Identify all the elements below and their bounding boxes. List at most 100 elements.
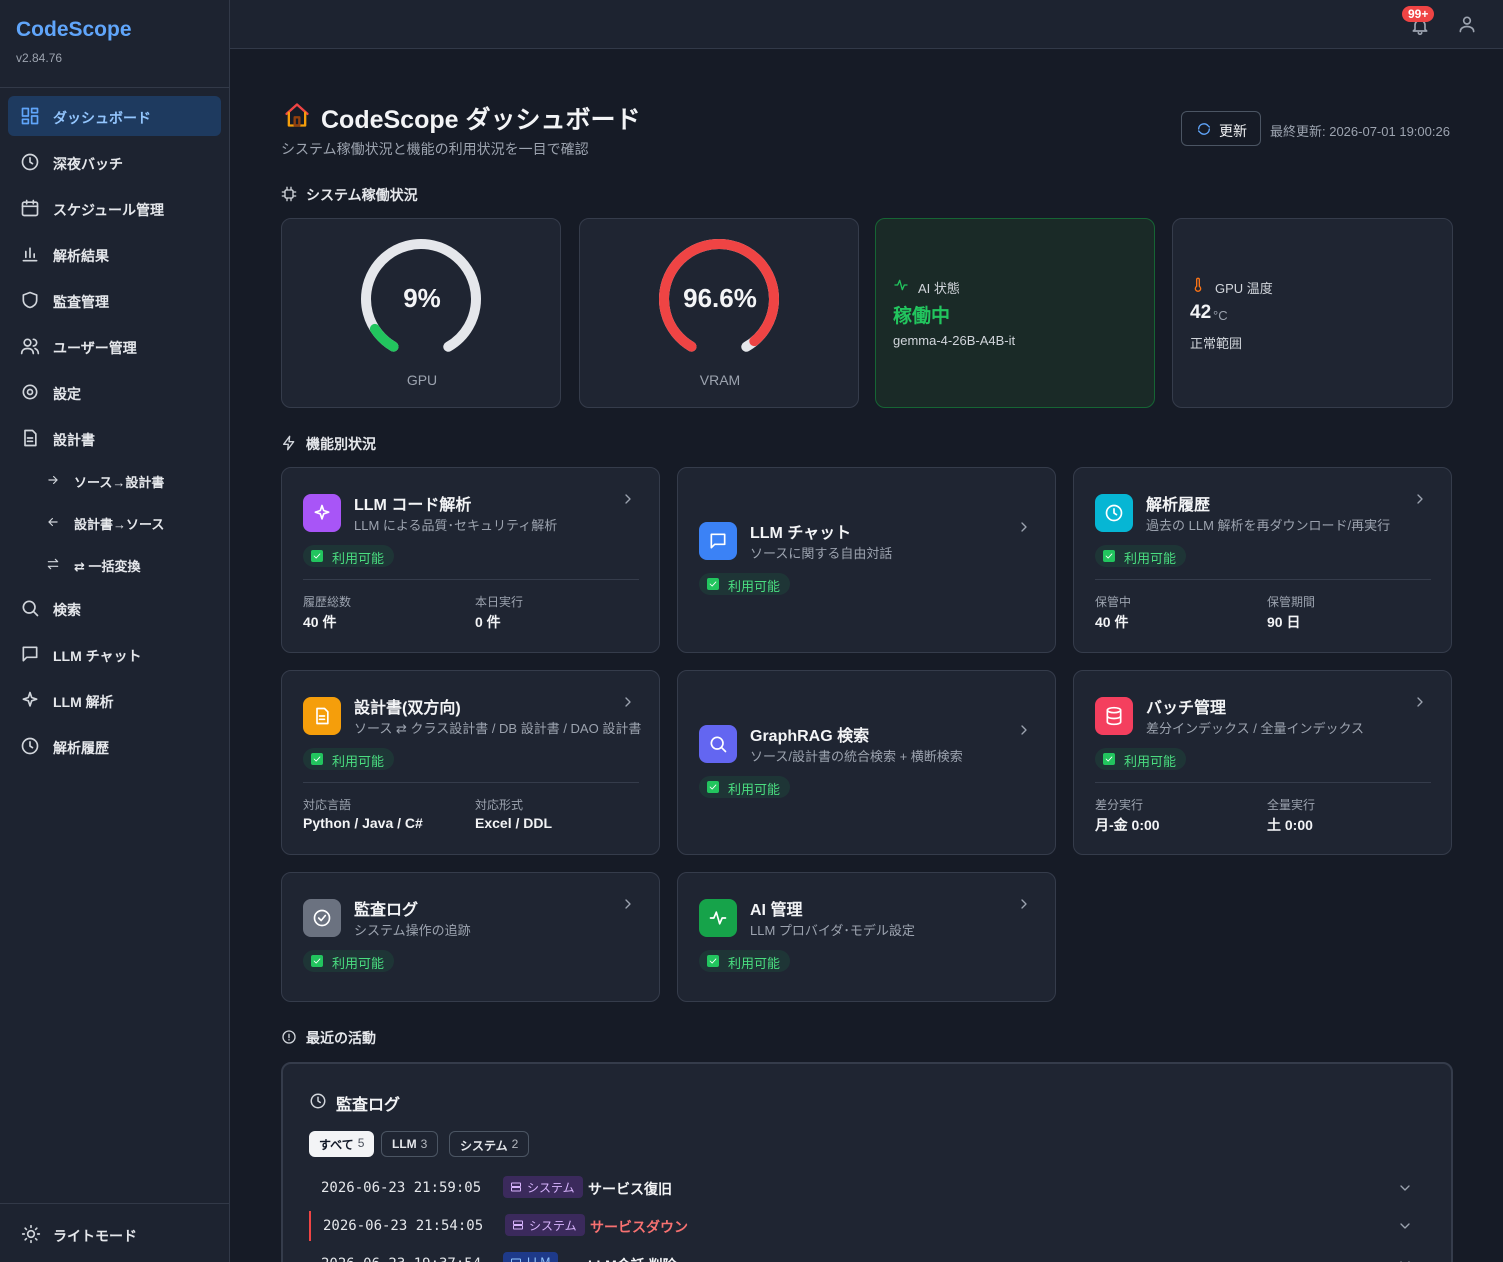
check-glyph — [313, 756, 321, 762]
gauge-label: 9% — [403, 283, 441, 313]
chevron — [625, 899, 631, 909]
nav-icon — [20, 338, 40, 355]
panel-icon — [310, 1093, 326, 1109]
divider — [1095, 782, 1431, 783]
feature-card[interactable]: LLM チャット ソースに関する自由対話 利用可能 — [677, 467, 1056, 653]
feature-card[interactable]: 設計書(双方向) ソース ⇄ クラス設計書 / DB 設計書 / DAO 設計書利… — [281, 670, 660, 855]
refresh-button[interactable]: 更新 — [1181, 111, 1261, 146]
temp-icon — [1194, 277, 1202, 292]
nav-item[interactable]: 解析結果 — [8, 234, 221, 274]
expand-chevron — [1400, 1261, 1410, 1262]
theme-toggle[interactable]: ライトモード — [8, 1214, 221, 1254]
feature-title: 監査ログ — [354, 902, 419, 919]
nav-item[interactable]: 監査管理 — [8, 280, 221, 320]
feature-title: GraphRAG 検索 — [750, 728, 870, 745]
nav-sublabel: ソース→設計書 — [74, 475, 165, 490]
log-row[interactable]: 2026-06-23 21:54:05 システム サービスダウン — [297, 1209, 1427, 1243]
gauge-name: GPU — [406, 372, 438, 388]
nav-item[interactable]: LLM 解析 — [8, 680, 221, 720]
log-tag: システム — [503, 1176, 583, 1198]
nav-subitem[interactable]: ⇄ 一括変換 — [40, 546, 220, 582]
log-time: 2026-06-23 21:59:05 — [321, 1180, 482, 1196]
stat-value: 40 件 — [303, 614, 337, 630]
feature-card[interactable]: GraphRAG 検索 ソース/設計書の統合検索 + 横断検索 利用可能 — [677, 670, 1056, 855]
nav-label: 監査管理 — [53, 294, 109, 310]
feature-card[interactable]: バッチ管理 差分インデックス / 全量インデックス 利用可能 差分実行 月-金 0:00… — [1073, 670, 1452, 855]
log-row[interactable]: 2026-06-23 19:37:54 LLM LLM会話 削除 — [297, 1247, 1427, 1262]
filter-tab[interactable]: すべて 5 — [309, 1131, 375, 1157]
nav-subitem[interactable]: ソース→設計書 — [40, 462, 220, 498]
chevron — [625, 494, 631, 504]
divider — [1095, 579, 1431, 580]
section-heading: システム稼働状況 — [306, 187, 418, 203]
feature-glyph — [1106, 706, 1122, 726]
user-menu[interactable] — [1454, 12, 1480, 38]
feature-icon — [1095, 494, 1133, 532]
theme-icon — [21, 1224, 41, 1244]
stat-label: 保管中 — [1095, 595, 1132, 609]
status-check — [707, 781, 719, 793]
topbar — [230, 0, 1503, 49]
feature-card[interactable]: AI 管理 LLM プロバイダ･モデル設定 利用可能 — [677, 872, 1056, 1002]
nav-item[interactable]: 深夜バッチ — [8, 142, 221, 182]
nav-item[interactable]: スケジュール管理 — [8, 188, 221, 228]
nav-item[interactable]: ダッシュボード — [8, 96, 221, 136]
log-tag: システム — [505, 1214, 585, 1236]
nav-item[interactable]: LLM チャット — [8, 634, 221, 674]
stat-value: 40 件 — [1095, 614, 1129, 630]
status-check — [311, 753, 323, 765]
log-tag: LLM — [503, 1252, 559, 1262]
gauge-name: VRAM — [699, 372, 741, 388]
last-updated: 最終更新: 2026-07-01 19:00:26 — [1270, 124, 1450, 139]
nav-item[interactable]: 設計書 — [8, 418, 221, 458]
log-row[interactable]: 2026-06-23 21:59:05 システム サービス復旧 — [297, 1171, 1427, 1205]
feature-glyph — [316, 707, 329, 725]
nav-item[interactable]: 検索 — [8, 588, 221, 628]
stat-value: Excel / DDL — [475, 815, 553, 831]
status-check — [707, 955, 719, 967]
nav-label: LLM チャット — [53, 648, 142, 664]
gauge-value — [361, 239, 481, 359]
section-icon — [283, 435, 295, 451]
ai-status-card: AI 状態 稼働中 gemma-4-26B-A4B-it — [875, 218, 1155, 408]
feature-card[interactable]: 解析履歴 過去の LLM 解析を再ダウンロード/再実行 利用可能 保管中 40 件 保管期… — [1073, 467, 1452, 653]
nav-subitem[interactable]: 設計書→ソース — [40, 504, 220, 540]
nav-icon — [22, 384, 38, 400]
tab-label: すべて — [319, 1138, 354, 1152]
stat-label: 全量実行 — [1267, 798, 1316, 812]
nav-item[interactable]: 解析履歴 — [8, 726, 221, 766]
nav-icon — [21, 153, 39, 171]
feature-icon — [303, 494, 341, 532]
nav-label: 解析結果 — [53, 248, 109, 264]
ai-status-icon — [894, 279, 908, 291]
filter-tab[interactable]: LLM 3 — [381, 1131, 439, 1157]
notification-badge: 99+ — [1402, 6, 1435, 22]
nav-item[interactable]: 設定 — [8, 372, 221, 412]
feature-title: 解析履歴 — [1146, 497, 1211, 514]
expand-chevron — [1400, 1223, 1410, 1229]
tag-icon — [511, 1258, 521, 1262]
filter-tab[interactable]: システム 2 — [449, 1131, 530, 1157]
stat-value: 90 日 — [1267, 614, 1301, 630]
nav-icon — [22, 646, 38, 662]
page-title: CodeScope ダッシュボード — [321, 106, 641, 134]
section-icon — [282, 1030, 296, 1044]
feature-card[interactable]: 監査ログ システム操作の追跡 利用可能 — [281, 872, 660, 1002]
log-time: 2026-06-23 19:37:54 — [321, 1256, 481, 1262]
status-pill: 利用可能 — [1095, 748, 1187, 770]
tag-icon — [513, 1220, 523, 1230]
log-event: サービス復旧 — [588, 1181, 672, 1197]
feature-description: ソース ⇄ クラス設計書 / DB 設計書 / DAO 設計書 — [354, 721, 642, 736]
status-pill: 利用可能 — [699, 776, 791, 798]
check-glyph — [709, 784, 717, 790]
nav-item[interactable]: ユーザー管理 — [8, 326, 221, 366]
chevron — [1417, 697, 1423, 707]
feature-card[interactable]: LLM コード解析 LLM による品質･セキュリティ解析 利用可能 履歴総数 40 件 本… — [281, 467, 660, 653]
panel-title: 監査ログ — [336, 1097, 401, 1114]
status-check — [707, 578, 719, 590]
gauge-card: 9% GPU — [281, 218, 561, 408]
gauge — [659, 239, 779, 359]
feature-title: LLM チャット — [750, 525, 852, 542]
nav-icon — [21, 107, 39, 125]
feature-glyph — [313, 909, 331, 927]
